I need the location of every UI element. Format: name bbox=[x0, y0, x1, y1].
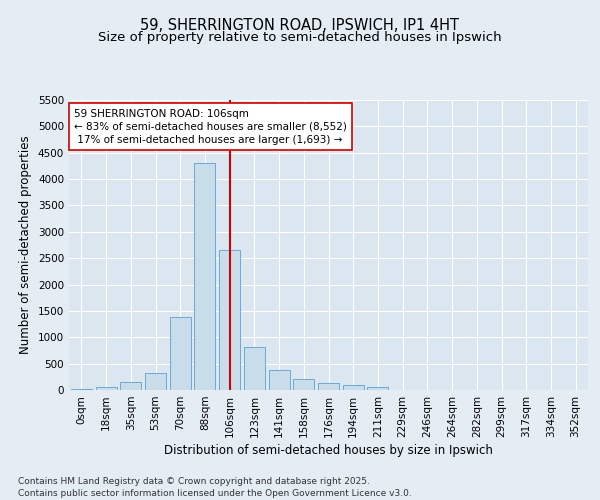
Bar bbox=[343, 386, 364, 390]
Bar bbox=[293, 379, 314, 390]
Bar bbox=[170, 317, 191, 390]
Bar bbox=[269, 370, 290, 390]
Bar bbox=[145, 373, 166, 390]
X-axis label: Distribution of semi-detached houses by size in Ipswich: Distribution of semi-detached houses by … bbox=[164, 444, 493, 457]
Bar bbox=[219, 250, 240, 390]
Bar bbox=[318, 383, 339, 390]
Bar bbox=[95, 387, 116, 390]
Bar bbox=[244, 348, 265, 390]
Bar bbox=[367, 387, 388, 390]
Text: 59 SHERRINGTON ROAD: 106sqm
← 83% of semi-detached houses are smaller (8,552)
 1: 59 SHERRINGTON ROAD: 106sqm ← 83% of sem… bbox=[74, 108, 347, 145]
Y-axis label: Number of semi-detached properties: Number of semi-detached properties bbox=[19, 136, 32, 354]
Text: 59, SHERRINGTON ROAD, IPSWICH, IP1 4HT: 59, SHERRINGTON ROAD, IPSWICH, IP1 4HT bbox=[140, 18, 460, 32]
Bar bbox=[194, 164, 215, 390]
Text: Size of property relative to semi-detached houses in Ipswich: Size of property relative to semi-detach… bbox=[98, 31, 502, 44]
Text: Contains HM Land Registry data © Crown copyright and database right 2025.
Contai: Contains HM Land Registry data © Crown c… bbox=[18, 476, 412, 498]
Bar bbox=[120, 382, 141, 390]
